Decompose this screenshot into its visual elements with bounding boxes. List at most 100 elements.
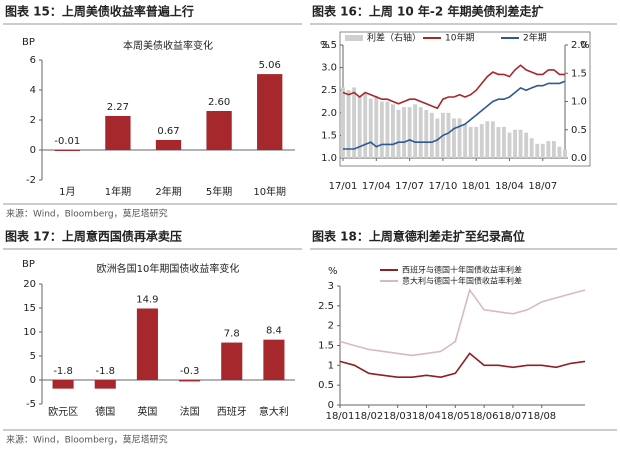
series-line — [342, 64, 565, 110]
x-tick-label: 西班牙 — [217, 406, 247, 418]
y-tick-label: 3 — [328, 281, 334, 292]
bar — [435, 118, 440, 158]
x-tick-label: 17/04 — [362, 181, 391, 192]
bar — [468, 126, 473, 158]
y-tick-label: 0 — [30, 375, 36, 386]
y-tick-label: -5 — [26, 399, 36, 410]
bar — [446, 112, 451, 158]
source: 来源：Wind，Bloomberg，莫尼塔研究 — [6, 208, 168, 220]
bar — [474, 126, 479, 158]
y-tick-label: 15 — [23, 303, 36, 314]
legend-swatch — [345, 35, 363, 41]
x-tick-label: 5年期 — [206, 185, 232, 198]
bar — [341, 87, 345, 158]
bar — [385, 101, 390, 158]
y-tick-label: 1.5 — [571, 68, 587, 79]
x-tick-label: 17/07 — [395, 181, 424, 192]
y-tick-label: 2.0 — [571, 40, 587, 51]
panel-heading: 图表 16：上周 10 年-2 年期美债利差走扩 — [312, 4, 543, 19]
data-label: 0.67 — [157, 126, 179, 137]
y-axis-label: % — [320, 40, 330, 51]
data-label: 2.27 — [107, 102, 129, 113]
bar — [368, 98, 373, 158]
data-label: 5.06 — [259, 60, 281, 71]
chart-title: 欧洲各国10年期国债收益率变化 — [97, 262, 240, 275]
x-tick-label: 1月 — [59, 186, 75, 198]
y-tick-label: 0 — [30, 145, 36, 156]
x-tick-label: 18/08 — [527, 411, 556, 422]
bar — [94, 380, 116, 389]
bar — [479, 124, 484, 158]
bar — [546, 141, 551, 158]
bar — [221, 342, 243, 380]
data-label: -0.01 — [54, 136, 80, 147]
bar — [452, 118, 456, 158]
y-axis-label: BP — [22, 259, 35, 270]
source: 来源：Wind，Bloomberg，莫尼塔研究 — [6, 434, 168, 446]
bar — [346, 90, 351, 158]
panel-heading: 图表 15：上周美债收益率普遍上行 — [5, 4, 194, 19]
x-tick-label: 18/04 — [495, 181, 524, 192]
bar — [429, 112, 434, 158]
bar — [407, 107, 412, 158]
bar — [54, 150, 80, 151]
y-tick-label: 1.5 — [321, 130, 337, 141]
y-tick-label: 20 — [23, 279, 36, 290]
bar — [263, 339, 285, 380]
data-label: 7.8 — [224, 329, 240, 340]
y-tick-label: 3.0 — [321, 63, 337, 74]
x-tick-label: 法国 — [180, 405, 200, 418]
y-tick-label: 0.5 — [571, 125, 587, 136]
y-tick-label: 0 — [328, 400, 334, 411]
y-tick-label: -2 — [26, 175, 36, 186]
bar — [155, 139, 182, 150]
y-tick-label: 1.5 — [318, 341, 334, 352]
data-label: -1.8 — [95, 366, 115, 377]
bar — [557, 146, 562, 158]
bar — [513, 129, 517, 158]
y-tick-label: 3.5 — [321, 40, 337, 51]
bar — [402, 107, 406, 158]
legend-label: 2年期 — [523, 32, 547, 44]
x-tick-label: 英国 — [137, 405, 157, 418]
panel-heading: 图表 17：上周意西国债再承卖压 — [5, 229, 182, 244]
x-tick-label: 意大利 — [259, 405, 289, 418]
x-tick-label: 18/01 — [462, 181, 491, 192]
panel-heading: 图表 18：上周意德利差走扩至纪录高位 — [312, 229, 525, 244]
data-label: 2.60 — [208, 97, 230, 108]
bar — [424, 109, 429, 158]
bar — [413, 104, 418, 158]
series-line — [343, 80, 566, 150]
x-tick-label: 18/03 — [383, 411, 412, 422]
bar — [518, 129, 523, 158]
y-tick-label: 0.0 — [571, 153, 587, 164]
series-line — [339, 288, 586, 357]
data-label: 8.4 — [266, 326, 282, 337]
bar — [396, 109, 401, 158]
chart-title: 本周美债收益率变化 — [123, 39, 213, 52]
legend-label: 西班牙与德国十年国债收益率利差 — [402, 265, 522, 275]
legend-label: 10年期 — [445, 32, 474, 44]
y-tick-label: 0.5 — [318, 380, 334, 391]
x-tick-label: 18/02 — [354, 411, 383, 422]
bar — [535, 143, 540, 158]
y-tick-label: 2 — [328, 321, 334, 332]
bar — [457, 118, 462, 158]
x-tick-label: 10年期 — [253, 185, 286, 198]
data-label: -0.3 — [180, 366, 200, 377]
y-tick-label: 5 — [30, 351, 36, 362]
y-tick-label: 1 — [328, 360, 334, 371]
bar — [463, 124, 468, 158]
y-tick-label: 2 — [30, 115, 36, 126]
bar — [524, 132, 529, 158]
bar — [507, 132, 512, 158]
x-tick-label: 1年期 — [105, 185, 131, 198]
y-tick-label: 2.5 — [321, 85, 337, 96]
x-tick-label: 18/05 — [441, 411, 470, 422]
bar — [374, 95, 379, 158]
bar — [352, 87, 357, 158]
x-tick-label: 18/07 — [499, 411, 528, 422]
data-label: 14.9 — [136, 294, 158, 305]
bar — [485, 121, 490, 158]
y2-axis-label: % — [580, 40, 590, 51]
